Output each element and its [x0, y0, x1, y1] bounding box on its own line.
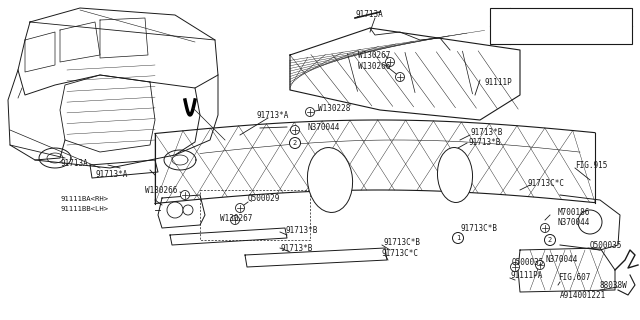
Circle shape	[291, 125, 300, 134]
Text: W130266: W130266	[145, 186, 177, 195]
Text: 91713C*B: 91713C*B	[383, 237, 420, 246]
Text: 1: 1	[498, 14, 502, 20]
Circle shape	[452, 233, 463, 244]
Circle shape	[545, 235, 556, 245]
Circle shape	[180, 190, 189, 199]
Text: Q500035: Q500035	[512, 258, 545, 267]
Text: W130267: W130267	[220, 213, 252, 222]
Text: 91111PA: 91111PA	[510, 270, 542, 279]
Circle shape	[385, 58, 394, 67]
Text: 91713*B: 91713*B	[468, 138, 500, 147]
Circle shape	[230, 215, 239, 225]
Text: 2: 2	[293, 140, 297, 146]
Circle shape	[396, 73, 404, 82]
Text: 2: 2	[548, 237, 552, 243]
Circle shape	[494, 29, 506, 41]
Text: FIG.915: FIG.915	[575, 161, 607, 170]
Text: 91713*B: 91713*B	[285, 226, 317, 235]
Text: 1: 1	[456, 235, 460, 241]
Text: Q500029: Q500029	[248, 194, 280, 203]
Text: 91111BB<LH>: 91111BB<LH>	[60, 206, 108, 212]
Circle shape	[305, 108, 314, 116]
Circle shape	[536, 260, 545, 269]
Text: N370044: N370044	[545, 255, 577, 265]
Circle shape	[494, 11, 506, 23]
Text: 2: 2	[498, 32, 502, 38]
Circle shape	[289, 138, 301, 148]
Text: 91713C*C: 91713C*C	[527, 179, 564, 188]
Text: 91713C*A: 91713C*A	[515, 12, 552, 21]
Text: N370044: N370044	[558, 218, 590, 227]
Text: M700187: M700187	[515, 30, 547, 39]
Text: 91713C*C: 91713C*C	[381, 250, 418, 259]
Text: A914001221: A914001221	[560, 292, 606, 300]
Text: W130267: W130267	[358, 51, 390, 60]
Text: 91713*A: 91713*A	[256, 110, 289, 119]
Text: FIG.607: FIG.607	[558, 274, 590, 283]
Text: Q500035: Q500035	[590, 241, 622, 250]
Text: 91111P: 91111P	[484, 77, 512, 86]
Circle shape	[578, 210, 602, 234]
Text: 91713A: 91713A	[355, 10, 383, 19]
Text: N370044: N370044	[307, 123, 339, 132]
Text: W130266: W130266	[358, 61, 390, 70]
Circle shape	[541, 223, 550, 233]
Text: 88038W: 88038W	[600, 282, 628, 291]
Text: 91713*A: 91713*A	[95, 170, 127, 179]
Text: 91713A: 91713A	[60, 158, 88, 167]
Text: M700186: M700186	[558, 207, 590, 217]
Text: 91713*B: 91713*B	[280, 244, 312, 252]
Text: 91713C*B: 91713C*B	[460, 223, 497, 233]
Circle shape	[511, 262, 520, 271]
Circle shape	[167, 202, 183, 218]
Text: W130228: W130228	[318, 103, 350, 113]
Circle shape	[236, 204, 244, 212]
Text: 91713*B: 91713*B	[470, 127, 502, 137]
Text: 91111BA<RH>: 91111BA<RH>	[60, 196, 108, 202]
Circle shape	[183, 205, 193, 215]
Ellipse shape	[307, 148, 353, 212]
FancyBboxPatch shape	[490, 8, 632, 44]
Ellipse shape	[438, 148, 472, 203]
